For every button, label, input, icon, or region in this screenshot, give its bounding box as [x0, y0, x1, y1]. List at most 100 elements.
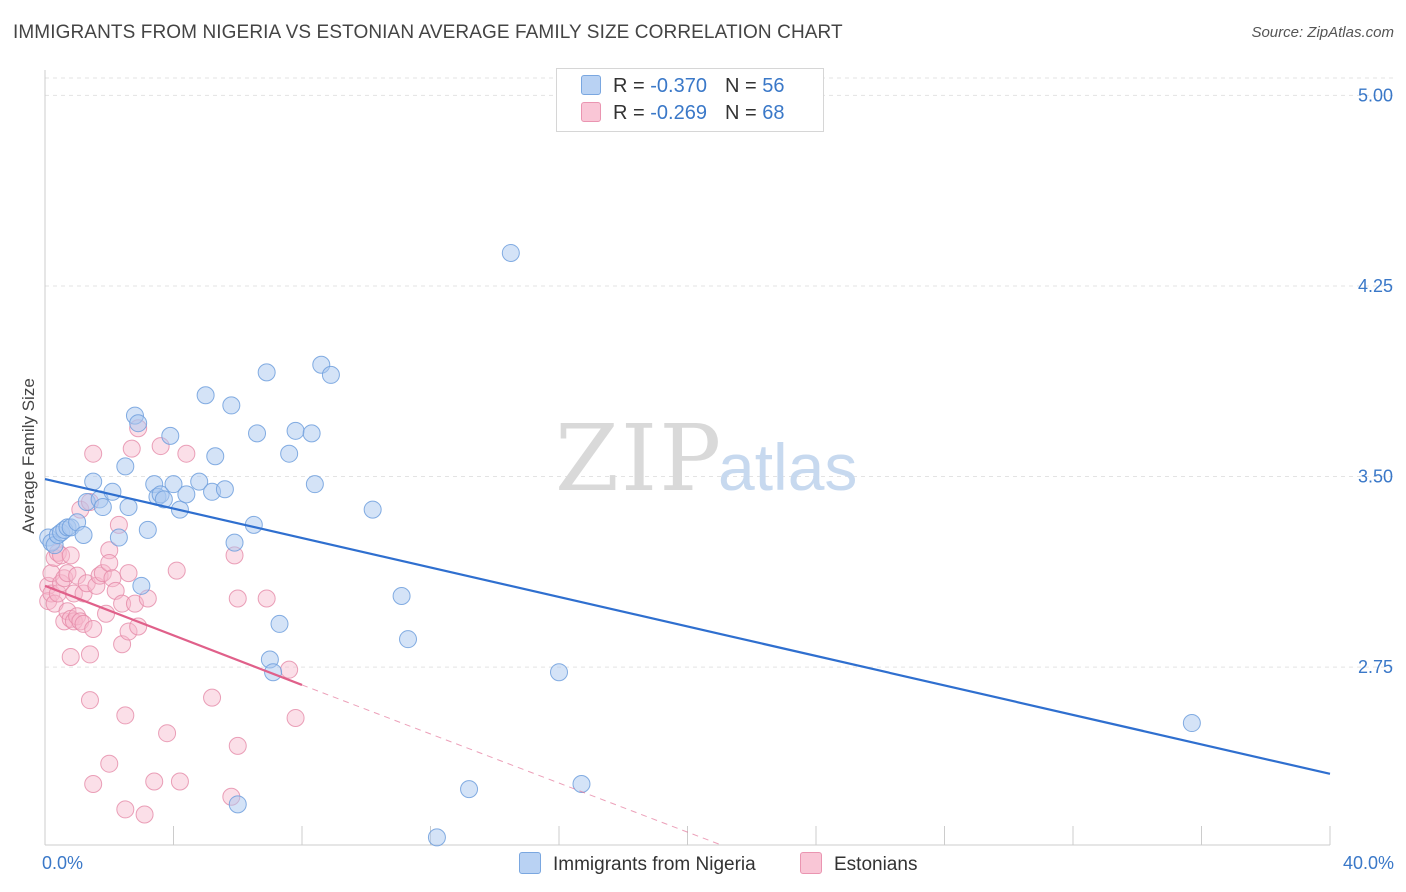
- estonian-point-67: [286, 708, 305, 727]
- nigeria-point-15: [109, 528, 128, 547]
- estonian-point-46: [119, 564, 138, 583]
- estonian-point-60: [203, 688, 222, 707]
- x-tick-label-min: 0.0%: [42, 853, 83, 873]
- legend-r-label: R =: [613, 102, 651, 124]
- estonian-point-42: [113, 594, 132, 613]
- estonian-point-24: [74, 614, 93, 633]
- nigeria-point-47: [305, 475, 324, 494]
- nigeria-point-39: [248, 424, 267, 443]
- grid-lines: [45, 77, 1395, 668]
- nigeria-point-54: [460, 780, 479, 799]
- estonian-point-59: [177, 444, 196, 463]
- watermark-zip: ZIP: [555, 405, 723, 512]
- series-estonians-points: [39, 419, 305, 824]
- estonian-point-54: [145, 772, 164, 791]
- estonian-point-65: [257, 589, 276, 608]
- nigeria-point-16: [116, 457, 135, 476]
- nigeria-point-11: [84, 472, 103, 491]
- bottom-legend-estonians: Estonians: [800, 852, 917, 876]
- trend-line-estonians: [44, 584, 303, 686]
- nigeria-point-13: [93, 498, 112, 517]
- chart-title: IMMIGRANTS FROM NIGERIA VS ESTONIAN AVER…: [13, 22, 843, 43]
- nigeria-point-36: [225, 533, 244, 552]
- nigeria-point-46: [302, 424, 321, 443]
- estonian-point-19: [68, 566, 87, 585]
- y-axis-label: Average Family Size: [19, 378, 38, 534]
- nigeria-point-31: [196, 386, 215, 405]
- estonian-point-63: [228, 736, 247, 755]
- bottom-legend-label-estonians: Estonians: [834, 854, 918, 875]
- estonian-point-30: [84, 620, 103, 639]
- legend-row-nigeria: R = -0.370 N = 56: [581, 75, 784, 101]
- nigeria-point-43: [270, 614, 289, 633]
- series-nigeria-points: [39, 243, 1201, 847]
- nigeria-point-45: [286, 421, 305, 440]
- legend-n-label: N =: [724, 75, 763, 97]
- nigeria-point-14: [103, 482, 122, 501]
- legend-row-estonians: R = -0.269 N = 68: [581, 102, 784, 128]
- nigeria-point-56: [550, 663, 568, 682]
- nigeria-point-25: [154, 490, 173, 509]
- estonian-point-52: [135, 805, 154, 824]
- nigeria-point-37: [228, 795, 247, 814]
- nigeria-point-52: [399, 630, 418, 649]
- nigeria-point-20: [132, 576, 151, 595]
- y-tick-labels: 2.75 3.50 4.25 5.00: [1358, 85, 1393, 677]
- x-tick-label-max: 40.0%: [1343, 853, 1394, 873]
- watermark-atlas: atlas: [718, 430, 857, 504]
- nigeria-point-35: [222, 396, 241, 415]
- estonian-point-48: [122, 439, 141, 458]
- estonian-point-20: [68, 607, 87, 626]
- estonian-point-64: [228, 589, 247, 608]
- y-tick-label-0: 2.75: [1358, 657, 1393, 677]
- nigeria-point-58: [1182, 714, 1201, 733]
- legend-r-value-nigeria: -0.370: [650, 75, 707, 97]
- estonian-point-56: [158, 724, 177, 743]
- estonian-point-66: [280, 660, 299, 679]
- trend-line-estonians-extension: [301, 684, 722, 846]
- estonian-point-28: [80, 691, 99, 710]
- trend-line-nigeria: [44, 478, 1331, 775]
- estonian-point-47: [119, 622, 138, 641]
- legend-n-value-nigeria: 56: [762, 75, 785, 97]
- bottom-legend-swatch-nigeria: [519, 852, 541, 874]
- nigeria-point-49: [321, 365, 340, 384]
- correlation-legend: R = -0.370 N = 56 R = -0.269 N = 68: [556, 68, 824, 132]
- estonian-point-16: [61, 647, 80, 666]
- estonian-point-37: [100, 553, 119, 572]
- nigeria-point-40: [257, 363, 276, 382]
- estonian-point-58: [170, 772, 189, 791]
- source-credit: Source: ZipAtlas.com: [1251, 24, 1394, 41]
- nigeria-point-17: [119, 498, 138, 517]
- nigeria-point-55: [501, 243, 520, 262]
- nigeria-point-29: [177, 485, 196, 504]
- legend-n-label: N =: [724, 102, 763, 124]
- estonian-point-29: [84, 444, 103, 463]
- bottom-legend-nigeria: Immigrants from Nigeria: [519, 852, 756, 876]
- x-tick-labels: 0.0% 40.0%: [42, 853, 1394, 873]
- nigeria-point-44: [280, 444, 299, 463]
- nigeria-point-30: [190, 472, 209, 491]
- estonian-point-57: [167, 561, 186, 580]
- nigeria-point-21: [138, 520, 157, 539]
- trend-lines: [44, 478, 1331, 846]
- legend-r-value-estonians: -0.269: [650, 102, 707, 124]
- nigeria-point-50: [363, 500, 382, 519]
- nigeria-point-33: [206, 447, 225, 466]
- y-tick-label-3: 5.00: [1358, 85, 1393, 105]
- estonian-point-14: [61, 546, 80, 565]
- estonian-point-44: [116, 706, 135, 725]
- nigeria-point-9: [74, 526, 93, 544]
- legend-swatch-nigeria: [581, 75, 601, 95]
- nigeria-point-27: [164, 475, 183, 494]
- bottom-legend-label-nigeria: Immigrants from Nigeria: [553, 854, 756, 875]
- estonian-point-34: [93, 564, 112, 583]
- nigeria-point-51: [392, 586, 411, 605]
- nigeria-point-53: [427, 828, 446, 847]
- zipatlas-watermark: ZIP atlas: [555, 405, 857, 512]
- legend-n-value-estonians: 68: [762, 102, 785, 124]
- legend-r-label: R =: [613, 75, 651, 97]
- nigeria-point-34: [215, 480, 234, 499]
- bottom-legend-swatch-estonians: [800, 852, 822, 874]
- y-tick-label-1: 3.50: [1358, 467, 1393, 487]
